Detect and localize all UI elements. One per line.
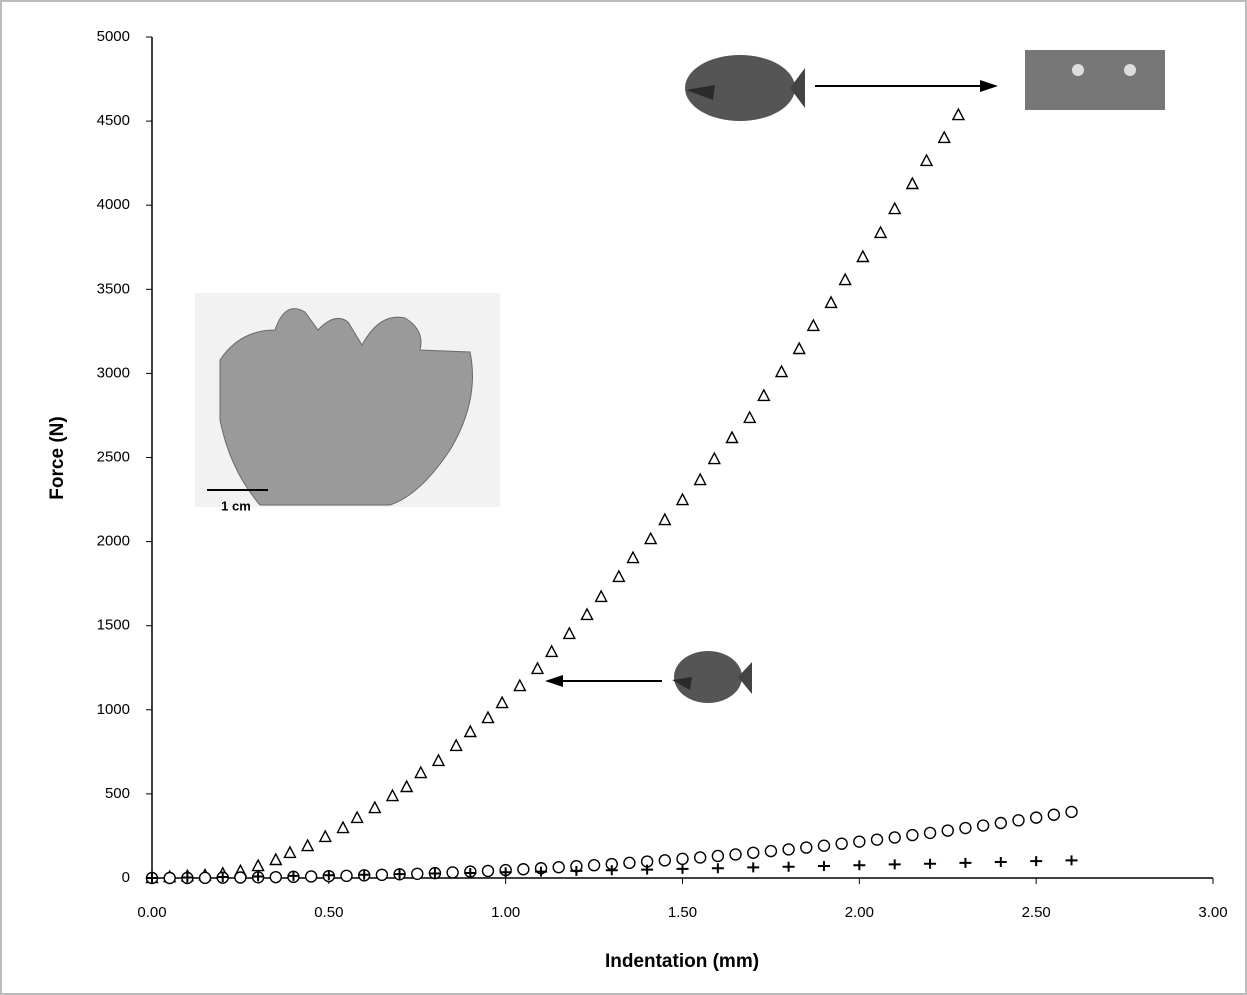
circle-marker xyxy=(730,849,741,860)
y-tick-label: 4000 xyxy=(97,196,130,213)
circle-marker xyxy=(712,850,723,861)
y-tick-label: 4500 xyxy=(97,112,130,129)
x-tick-label: 1.50 xyxy=(668,904,697,921)
circle-marker xyxy=(589,860,600,871)
y-tick-label: 500 xyxy=(105,785,130,802)
circle-marker xyxy=(270,872,281,883)
circle-marker xyxy=(942,825,953,836)
circle-marker xyxy=(854,836,865,847)
circle-marker xyxy=(624,857,635,868)
bite-photo xyxy=(1025,50,1165,110)
circle-marker xyxy=(960,823,971,834)
circle-marker xyxy=(677,853,688,864)
x-axis-title: Indentation (mm) xyxy=(605,951,759,972)
y-tick-label: 5000 xyxy=(97,28,130,45)
circle-marker xyxy=(818,840,829,851)
circle-marker xyxy=(995,817,1006,828)
circle-marker xyxy=(1031,812,1042,823)
circle-marker xyxy=(783,844,794,855)
x-tick-label: 0.00 xyxy=(137,904,166,921)
circle-marker xyxy=(1066,806,1077,817)
circle-marker xyxy=(889,832,900,843)
circle-marker xyxy=(1013,815,1024,826)
y-tick-label: 2500 xyxy=(97,448,130,465)
y-tick-label: 1500 xyxy=(97,617,130,634)
y-axis-title: Force (N) xyxy=(47,416,68,499)
circle-marker xyxy=(765,846,776,857)
circle-marker xyxy=(376,869,387,880)
frame xyxy=(1,1,1246,994)
circle-marker xyxy=(872,834,883,845)
x-tick-label: 1.00 xyxy=(491,904,520,921)
y-tick-label: 2000 xyxy=(97,533,130,550)
circle-marker xyxy=(200,872,211,883)
tooth-photo: 1 cm xyxy=(195,293,500,513)
circle-marker xyxy=(748,847,759,858)
circle-marker xyxy=(659,855,670,866)
x-tick-label: 3.00 xyxy=(1198,904,1227,921)
x-tick-label: 2.50 xyxy=(1022,904,1051,921)
circle-marker xyxy=(341,870,352,881)
circle-marker xyxy=(518,864,529,875)
circle-marker xyxy=(164,873,175,884)
circle-marker xyxy=(978,820,989,831)
y-tick-label: 3000 xyxy=(97,364,130,381)
y-tick-label: 1000 xyxy=(97,701,130,718)
x-tick-label: 2.00 xyxy=(845,904,874,921)
circle-marker xyxy=(836,838,847,849)
circle-marker xyxy=(1048,809,1059,820)
y-tick-label: 0 xyxy=(122,869,130,886)
chart: 1 cm Indentation (mm) Force (N) 0 500 1000… xyxy=(0,0,1247,995)
circle-marker xyxy=(447,867,458,878)
circle-marker xyxy=(907,830,918,841)
circle-marker xyxy=(306,871,317,882)
x-tick-label: 0.50 xyxy=(314,904,343,921)
scale-label: 1 cm xyxy=(221,498,251,513)
y-tick-label: 3500 xyxy=(97,280,130,297)
circle-marker xyxy=(412,868,423,879)
circle-marker xyxy=(235,872,246,883)
circle-marker xyxy=(482,865,493,876)
circle-marker xyxy=(695,852,706,863)
circle-marker xyxy=(801,842,812,853)
circle-marker xyxy=(925,827,936,838)
circle-marker xyxy=(553,862,564,873)
